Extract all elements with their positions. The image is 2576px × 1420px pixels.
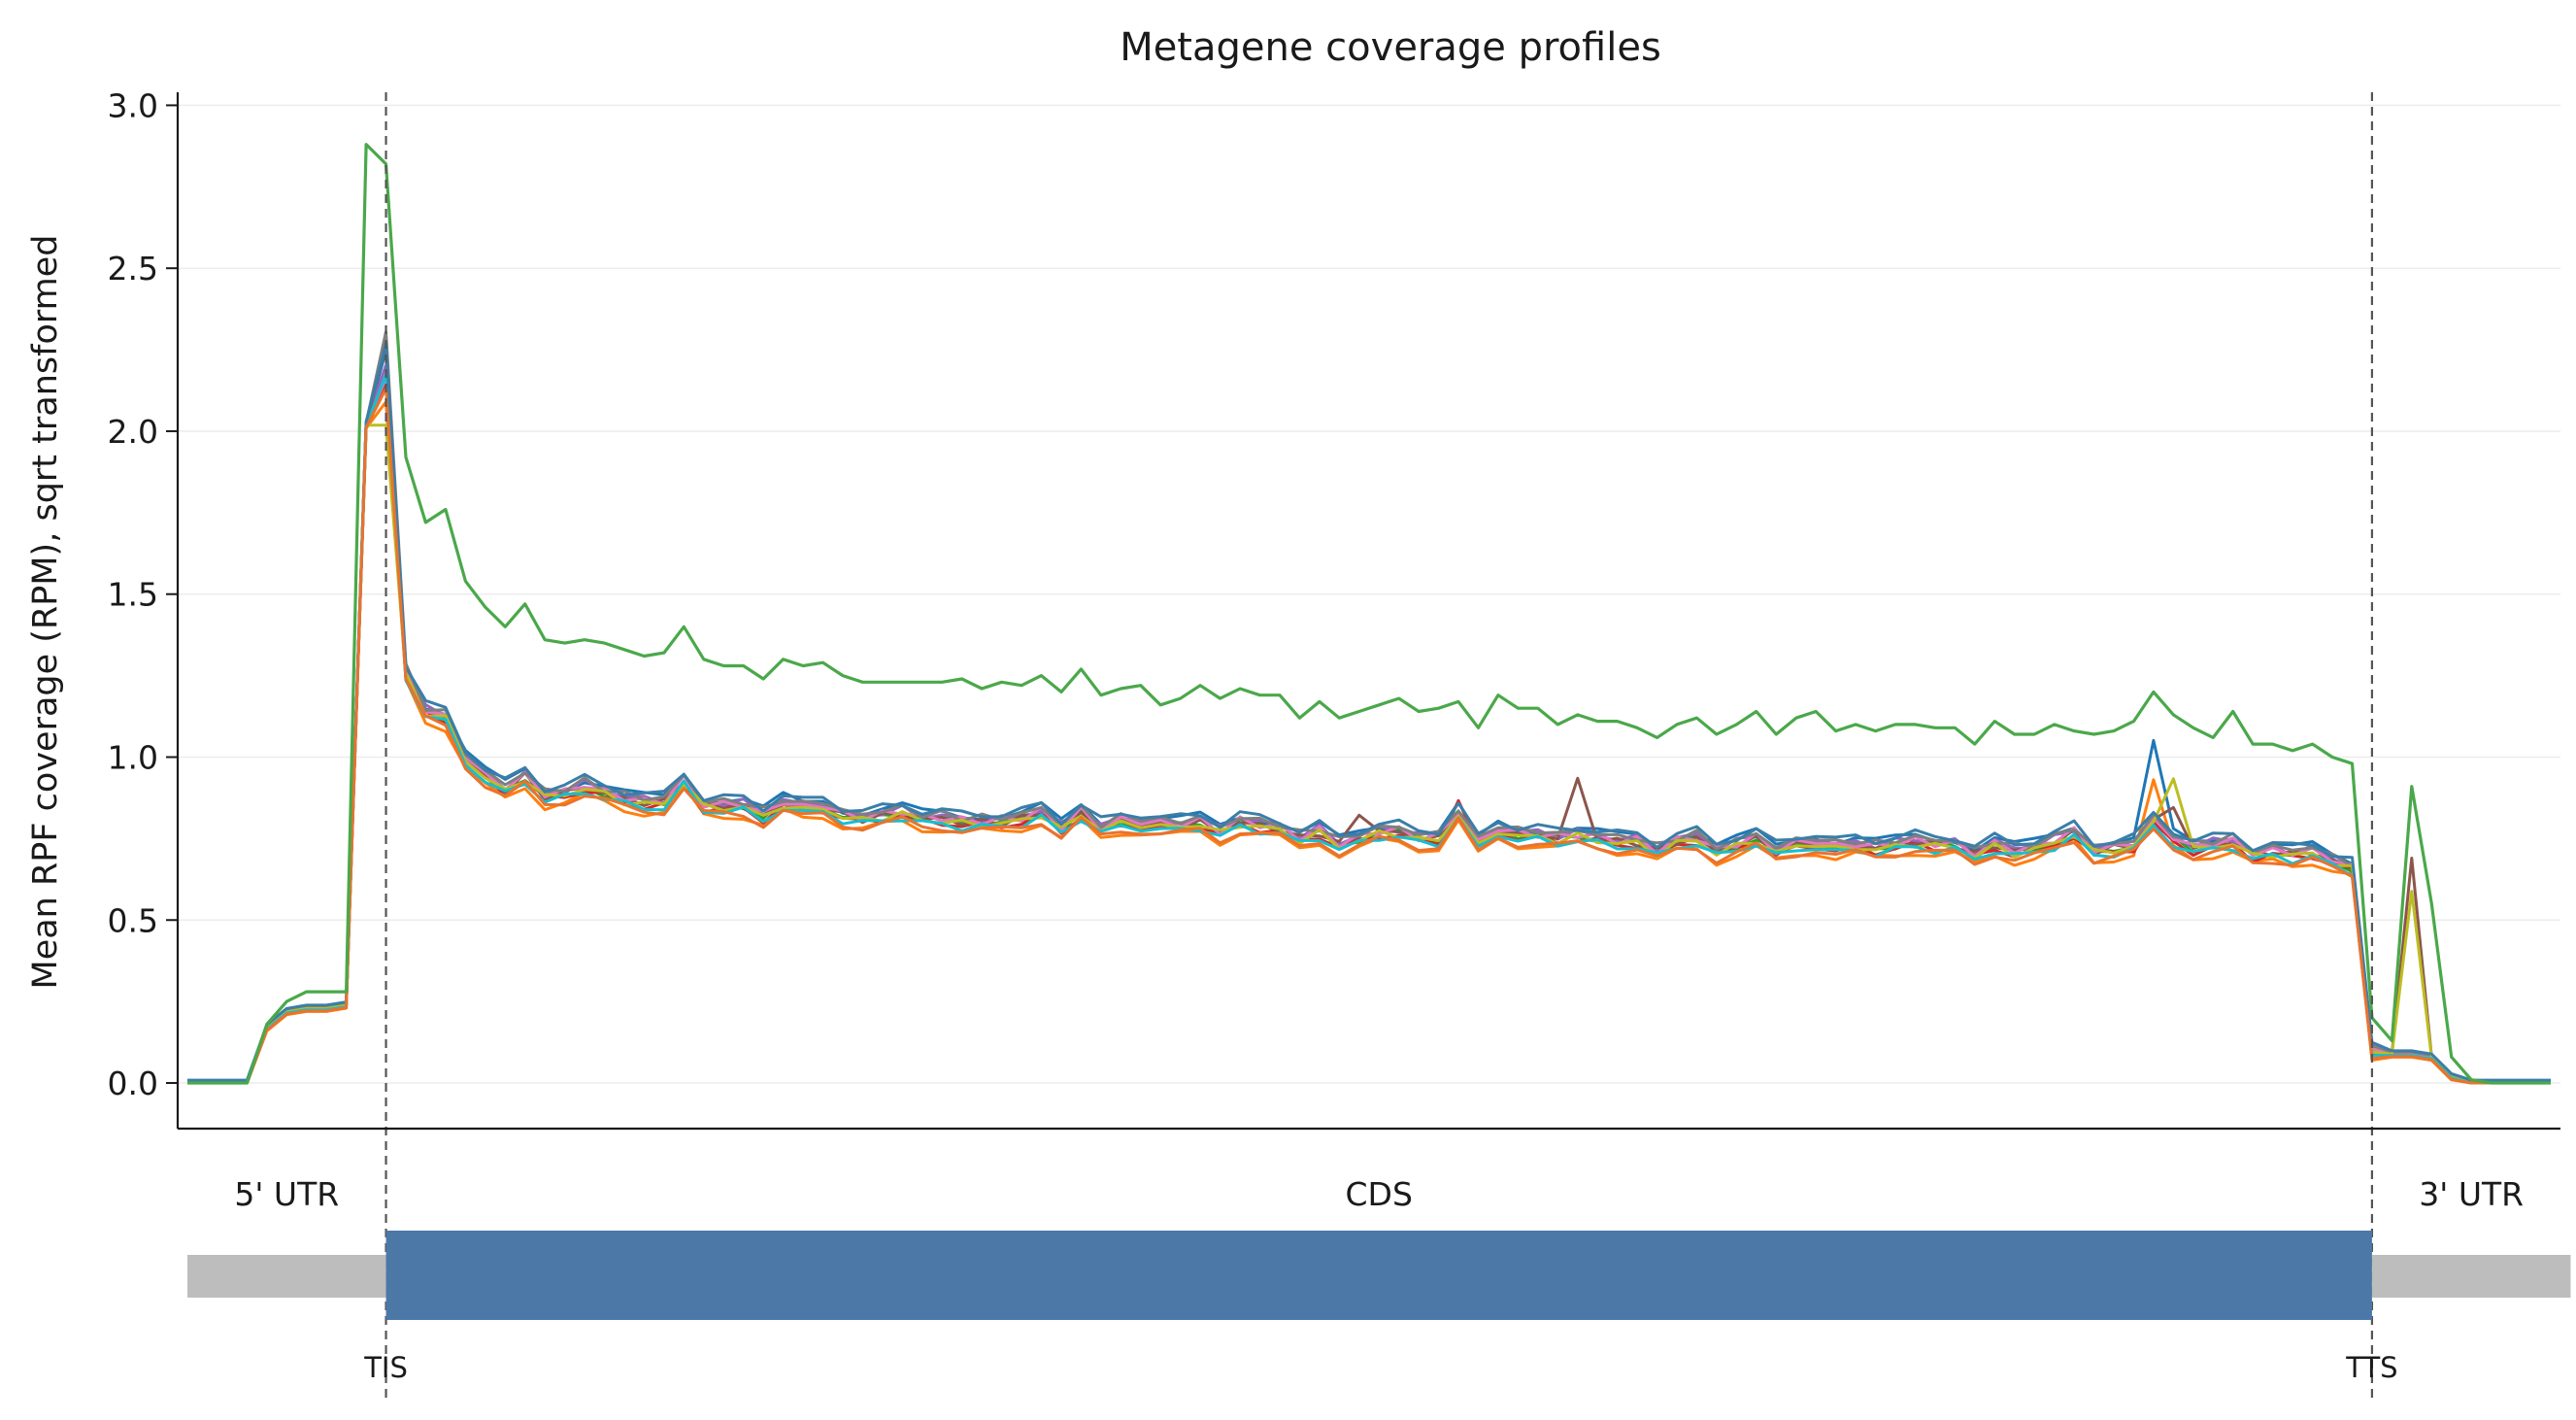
utr-block [187,1255,386,1298]
series-line [187,342,2551,1082]
y-tick-label: 0.0 [108,1065,158,1102]
cds-block [385,1231,2372,1320]
y-tick-label: 1.5 [108,576,158,614]
site-markers: TIS TTS [363,92,2398,1403]
y-axis-ticks: 0.0 0.5 1.0 1.5 2.0 2.5 3.0 [108,86,178,1102]
series-line [187,341,2551,1085]
series-line [187,382,2551,1085]
series-line [187,349,2551,1083]
series-line [187,377,2551,1084]
series-line [187,363,2551,1084]
region-label: CDS [1346,1175,1413,1213]
site-marker-label: TTS [2345,1351,2397,1384]
transcript-diagram: 5' UTR CDS 3' UTR [187,1175,2571,1320]
region-label: 3' UTR [2419,1175,2524,1213]
y-tick-label: 2.0 [108,413,158,451]
series-line [187,423,2551,1085]
region-label: 5' UTR [234,1175,339,1213]
y-tick-label: 2.5 [108,250,158,287]
utr-block [2371,1255,2571,1298]
site-marker-label: TIS [363,1351,408,1384]
series-lines [187,143,2551,1085]
series-line [187,387,2551,1085]
chart-title: Metagene coverage profiles [1120,25,1661,70]
series-line-highlighted [187,143,2551,1085]
series-line [187,330,2551,1083]
y-tick-label: 3.0 [108,86,158,124]
y-tick-label: 1.0 [108,738,158,776]
series-line [187,400,2551,1085]
y-tick-label: 0.5 [108,901,158,939]
grid-lines [178,104,2560,1084]
y-axis-label: Mean RPF coverage (RPM), sqrt transforme… [26,235,65,990]
